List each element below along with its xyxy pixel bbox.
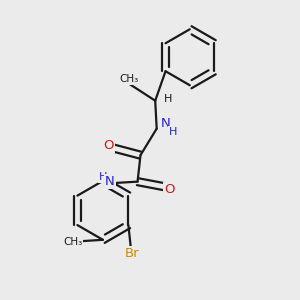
Text: CH₃: CH₃ [63, 237, 82, 247]
Text: H: H [169, 127, 177, 137]
Text: O: O [164, 183, 174, 196]
Text: CH₃: CH₃ [119, 74, 138, 84]
Text: O: O [104, 139, 114, 152]
Text: N: N [105, 175, 115, 188]
Text: Br: Br [124, 247, 139, 260]
Text: N: N [161, 117, 171, 130]
Text: H: H [99, 172, 107, 182]
Text: H: H [164, 94, 173, 104]
